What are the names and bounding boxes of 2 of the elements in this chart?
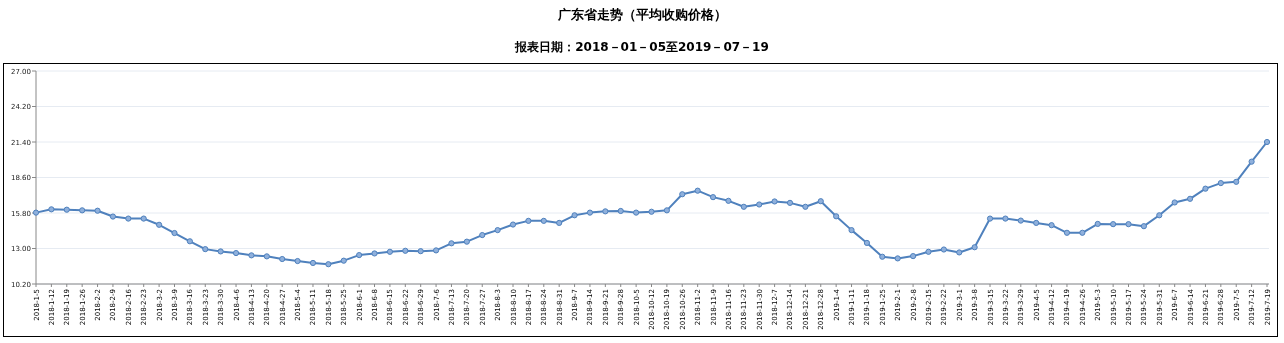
chart-subtitle: 报表日期：2018－01－05至2019－07－19 (514, 40, 769, 54)
chart-title: 广东省走势（平均收购价格） (556, 7, 727, 22)
